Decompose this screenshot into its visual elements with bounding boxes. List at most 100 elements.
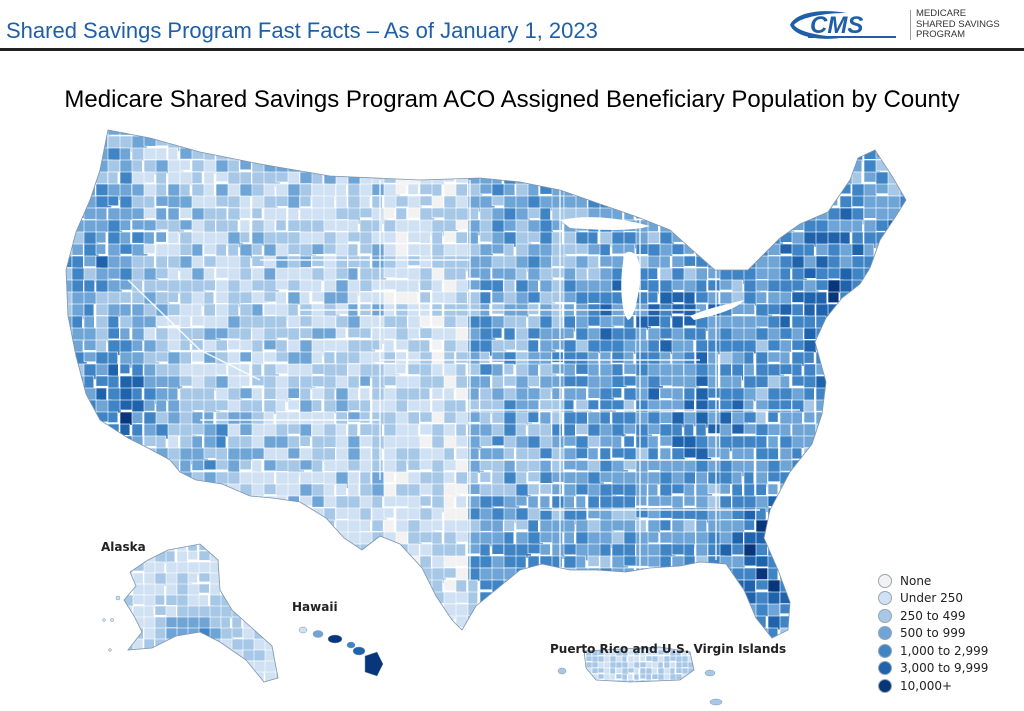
county-cell [731,495,745,509]
county-cell [839,519,852,535]
county-cell [803,471,820,487]
county-cell [707,495,720,510]
county-cell [83,147,101,162]
county-cell [827,130,844,135]
county-cell [587,591,603,607]
county-cell [683,483,695,497]
county-cell [179,351,192,366]
county-cell [263,507,277,523]
county-cell [239,555,254,573]
county-cell [647,183,661,200]
county-cell [851,327,869,339]
county-cell [539,147,552,165]
hawaii-islands [298,626,384,677]
county-cell [899,291,906,309]
county-cell [359,579,377,593]
county-cell [551,291,565,303]
county-cell [815,339,829,352]
county-cell [899,183,906,197]
county-cell [647,171,660,185]
county-cell [503,159,519,176]
county-cell [659,495,673,507]
county-cell [371,543,387,556]
county-cell [587,171,603,186]
county-cell [839,363,852,381]
legend-swatch [878,573,892,588]
county-cell [503,130,520,137]
county-cell [419,543,433,556]
county-cell [176,638,187,654]
county-cell [899,543,906,556]
county-cell [203,507,219,525]
county-cell [359,543,372,555]
county-cell [695,231,708,245]
county-cell [863,291,877,303]
county-cell [791,130,808,136]
county-cell [755,375,769,388]
county-cell [167,231,180,244]
county-cell [887,483,900,497]
county-cell [791,483,805,498]
county-cell [539,135,554,147]
county-cell [491,363,504,378]
county-cell [887,315,905,331]
county-cell [143,660,158,673]
county-cell [275,638,278,652]
county-cell [359,555,372,573]
county-cell [119,399,134,411]
county-cell [131,447,146,460]
county-cell [671,195,684,212]
county-cell [503,459,516,474]
county-cell [791,195,805,208]
county-cell [155,399,167,413]
county-cell [687,673,694,681]
county-cell [299,195,312,207]
county-cell [155,387,169,402]
county-cell [107,507,118,520]
county-cell [119,327,131,341]
county-cell [231,561,248,575]
county-cell [431,130,448,142]
county-cell [66,519,74,536]
county-cell [239,579,255,595]
county-cell [242,583,253,600]
county-cell [767,243,782,256]
county-cell [767,207,781,221]
county-cell [671,567,690,582]
county-cell [119,291,132,304]
county-cell [66,495,73,512]
county-cell [455,130,473,138]
county-cell [443,135,456,147]
county-cell [659,603,671,617]
county-cell [563,483,577,498]
county-cell [839,483,852,499]
county-cell [419,147,433,164]
county-cell [323,579,335,593]
county-cell [599,579,618,596]
county-cell [875,147,892,159]
county-cell [131,507,145,521]
county-cell [899,519,906,536]
county-cell [791,471,805,487]
county-cell [335,411,348,426]
county-cell [731,243,747,259]
county-cell [791,135,809,147]
county-cell [95,435,109,454]
county-cell [839,627,857,638]
county-cell [551,627,564,638]
county-cell [239,183,254,197]
county-cell [300,640,310,652]
county-cell [371,627,387,638]
county-cell [827,627,840,638]
county-cell [275,603,289,618]
county-cell [143,519,160,533]
cms-logo-icon: CMS [790,11,896,39]
county-cell [372,640,385,651]
county-cell [176,649,191,661]
county-cell [119,627,137,638]
county-cell [491,130,505,141]
county-cell [251,519,266,536]
county-cell [431,519,443,531]
county-cell [587,327,601,341]
county-cell [467,147,484,160]
